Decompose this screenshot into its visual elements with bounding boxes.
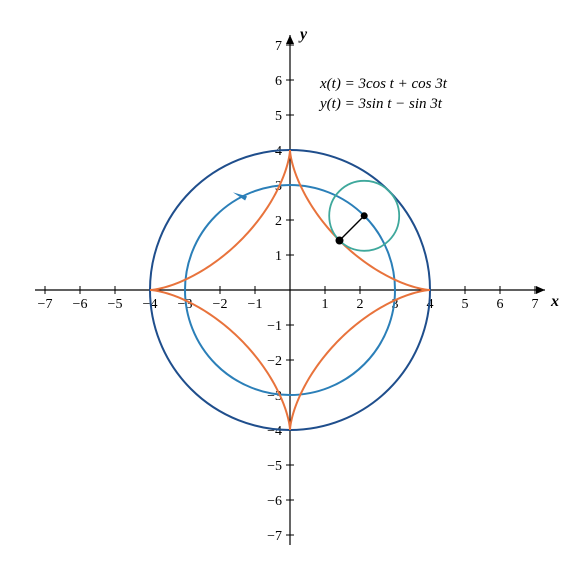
x-tick-label: −5 xyxy=(108,297,123,312)
direction-arrow-icon xyxy=(233,192,247,200)
astroid-chart: xy−7−6−5−4−3−2−11234567−7−6−5−4−3−2−1123… xyxy=(0,0,567,572)
y-tick-label: −5 xyxy=(267,459,282,474)
y-tick-label: 6 xyxy=(275,74,282,89)
equation-x: x(t) = 3cos t + cos 3t xyxy=(319,76,448,92)
x-tick-label: −2 xyxy=(213,297,228,312)
x-tick-label: 5 xyxy=(462,297,469,312)
y-tick-label: 1 xyxy=(275,249,282,264)
y-tick-label: −1 xyxy=(267,319,282,334)
x-tick-label: −6 xyxy=(73,297,88,312)
x-axis-label: x xyxy=(550,293,559,310)
y-tick-label: 7 xyxy=(275,39,282,54)
y-tick-label: 5 xyxy=(275,109,282,124)
y-axis-label: y xyxy=(298,26,308,43)
x-tick-label: 7 xyxy=(532,297,539,312)
y-tick-label: −2 xyxy=(267,354,282,369)
center-point xyxy=(361,212,368,219)
x-tick-label: −7 xyxy=(38,297,53,312)
y-tick-label: −7 xyxy=(267,529,282,544)
y-tick-label: −4 xyxy=(267,424,282,439)
trace-point xyxy=(335,237,343,245)
x-axis-arrow xyxy=(536,286,545,294)
x-tick-label: 2 xyxy=(357,297,364,312)
x-tick-label: 6 xyxy=(497,297,504,312)
x-tick-label: 1 xyxy=(322,297,329,312)
chart-svg: xy−7−6−5−4−3−2−11234567−7−6−5−4−3−2−1123… xyxy=(0,0,567,572)
equation-y: y(t) = 3sin t − sin 3t xyxy=(318,96,443,112)
y-tick-label: −6 xyxy=(267,494,282,509)
x-tick-label: −1 xyxy=(248,297,263,312)
radius-segment xyxy=(339,216,364,241)
y-axis-arrow xyxy=(286,35,294,44)
y-tick-label: 2 xyxy=(275,214,282,229)
